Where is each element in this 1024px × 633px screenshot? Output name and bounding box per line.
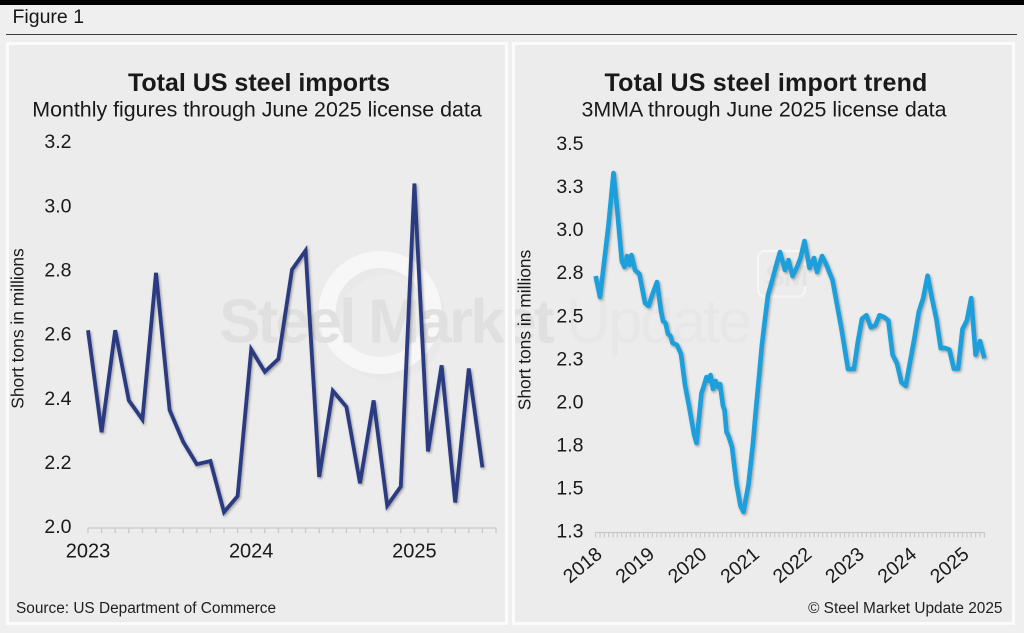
svg-text:Steel Market: Steel Market	[219, 288, 508, 357]
svg-text:2020: 2020	[664, 543, 711, 588]
svg-text:Total US steel imports: Total US steel imports	[128, 69, 390, 97]
svg-text:2021: 2021	[716, 543, 763, 588]
svg-text:2025: 2025	[392, 541, 437, 563]
svg-text:3.3: 3.3	[556, 176, 583, 198]
svg-text:Source: US Department of Comme: Source: US Department of Commerce	[16, 600, 276, 617]
svg-text:2.0: 2.0	[556, 391, 583, 413]
svg-text:2019: 2019	[612, 543, 659, 588]
svg-text:1.5: 1.5	[556, 477, 583, 499]
svg-text:2024: 2024	[229, 541, 274, 563]
svg-text:3MMA through June 2025 license: 3MMA through June 2025 license data	[581, 98, 946, 122]
svg-text:Monthly figures through June 2: Monthly figures through June 2025 licens…	[32, 98, 482, 122]
svg-text:© Steel Market Update 2025: © Steel Market Update 2025	[808, 600, 1002, 617]
svg-text:3.2: 3.2	[44, 131, 71, 153]
svg-text:Steel Market: Steel Market	[512, 288, 554, 357]
svg-text:2.4: 2.4	[44, 388, 71, 410]
svg-text:3.5: 3.5	[556, 133, 583, 155]
svg-text:2.8: 2.8	[44, 260, 71, 282]
svg-text:Short tons in millions: Short tons in millions	[515, 249, 535, 410]
svg-text:1.3: 1.3	[556, 520, 583, 542]
svg-text:2.5: 2.5	[556, 305, 583, 327]
svg-text:2022: 2022	[769, 543, 816, 588]
svg-text:2.0: 2.0	[44, 516, 71, 538]
svg-text:Total US steel import trend: Total US steel import trend	[604, 69, 927, 97]
svg-text:2025: 2025	[926, 543, 973, 588]
svg-text:3.0: 3.0	[44, 195, 71, 217]
svg-text:2023: 2023	[821, 543, 868, 588]
svg-text:2024: 2024	[874, 543, 921, 588]
svg-text:2018: 2018	[559, 543, 606, 588]
svg-text:1.8: 1.8	[556, 434, 583, 456]
svg-text:3.0: 3.0	[556, 219, 583, 241]
svg-text:2.8: 2.8	[556, 262, 583, 284]
svg-text:Short tons in millions: Short tons in millions	[8, 248, 28, 409]
svg-text:2.2: 2.2	[44, 452, 71, 474]
svg-text:2023: 2023	[66, 541, 111, 563]
svg-text:2.3: 2.3	[556, 348, 583, 370]
svg-text:2.6: 2.6	[44, 324, 71, 346]
